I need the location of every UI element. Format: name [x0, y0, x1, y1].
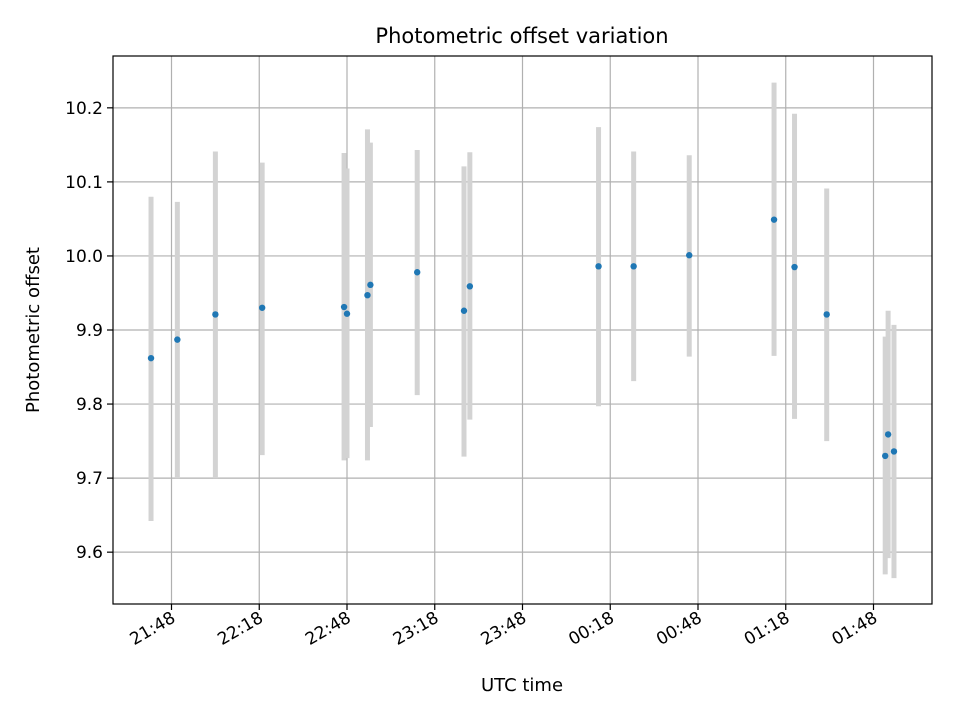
y-tick-label: 10.2: [65, 99, 103, 119]
x-axis-title: UTC time: [481, 675, 563, 696]
data-point: [770, 216, 778, 223]
y-tick-label: 10.0: [65, 247, 103, 267]
y-tick-label: 9.9: [76, 321, 103, 341]
data-point: [414, 269, 421, 276]
data-point: [884, 431, 892, 438]
data-point: [340, 303, 348, 311]
y-axis-title: Photometric offset: [23, 247, 44, 413]
y-axis-ticks: 9.6 9.7 9.8 9.9 10.0 10.1 10.2: [65, 99, 113, 563]
y-tick-label: 9.6: [76, 543, 103, 563]
data-point: [367, 281, 374, 289]
data-point: [890, 448, 898, 455]
data-point: [147, 354, 155, 362]
data-point: [212, 311, 219, 318]
data-point: [595, 263, 602, 270]
data-point: [630, 263, 637, 270]
data-point: [174, 336, 181, 343]
data-point: [791, 263, 798, 271]
grid: [113, 56, 932, 604]
data-point: [466, 283, 474, 290]
data-point: [258, 304, 266, 311]
data-point: [882, 452, 889, 460]
y-tick-label: 10.1: [65, 173, 103, 193]
data-point: [823, 311, 830, 318]
chart-title: Photometric offset variation: [375, 24, 668, 48]
data-points: [147, 216, 898, 460]
y-tick-label: 9.8: [76, 395, 103, 415]
data-point: [460, 307, 468, 314]
y-tick-label: 9.7: [76, 469, 103, 489]
data-point: [686, 252, 693, 259]
data-point: [364, 291, 371, 299]
data-point: [343, 310, 351, 317]
